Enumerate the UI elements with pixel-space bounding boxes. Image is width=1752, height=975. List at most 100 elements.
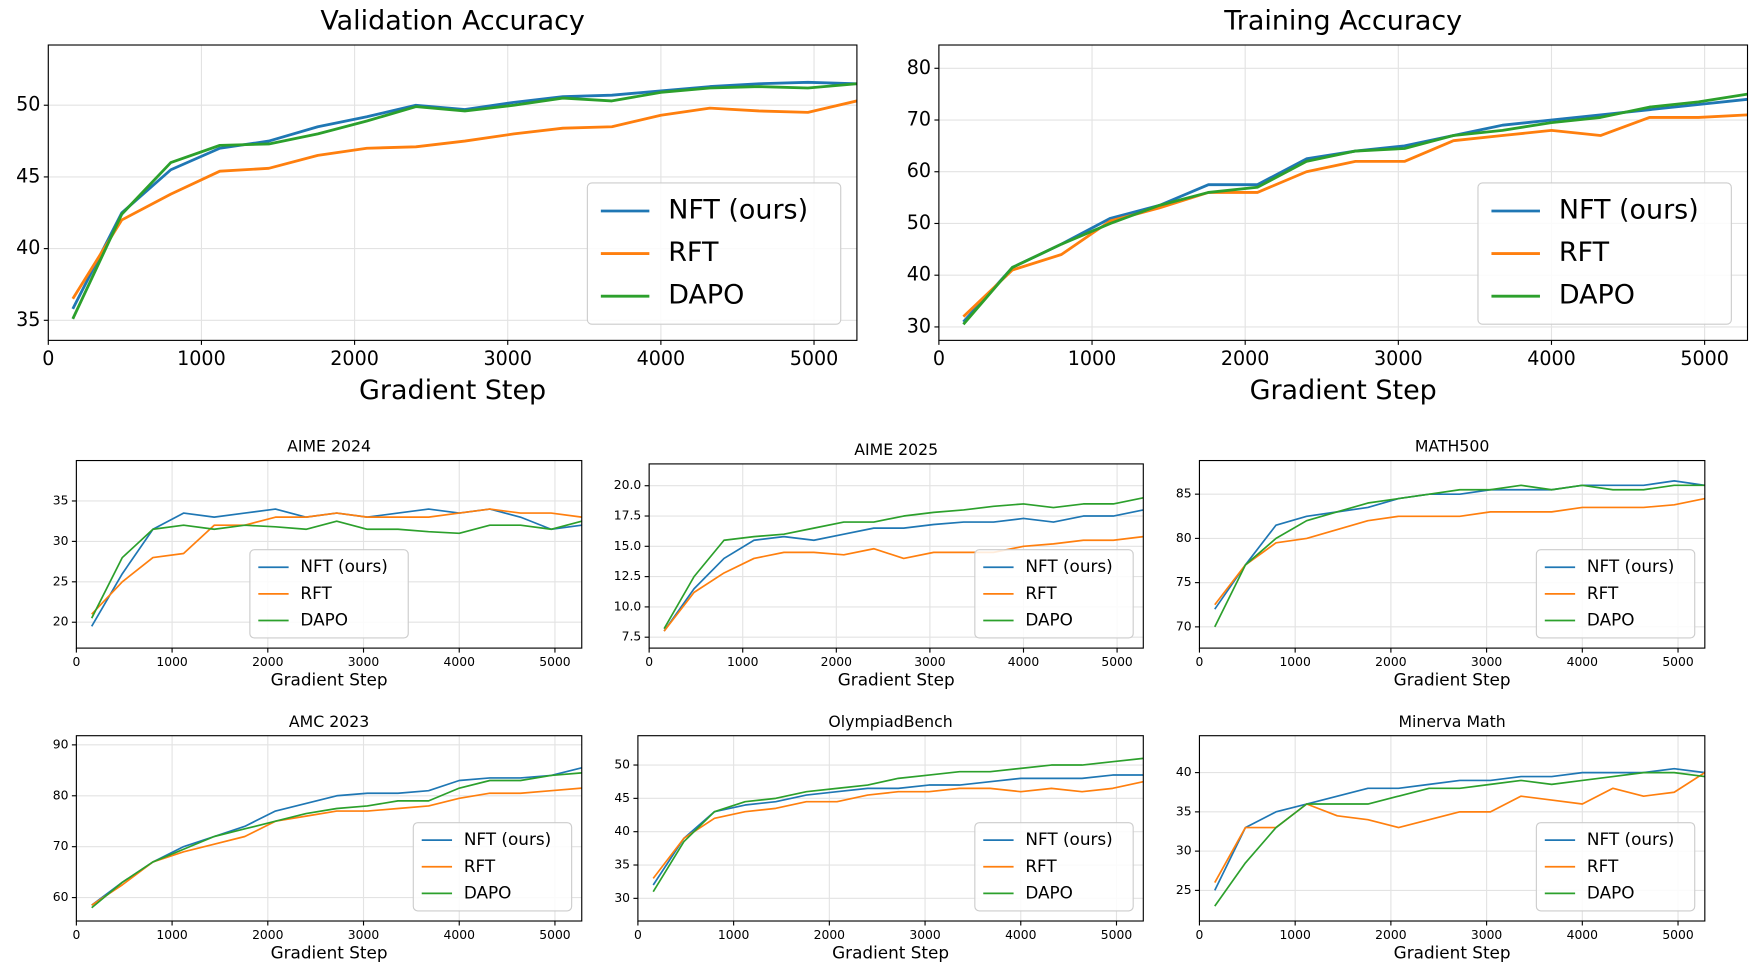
plot-frame xyxy=(1198,735,1706,922)
chart-title: Training Accuracy xyxy=(1223,6,1462,37)
legend-label: RFT xyxy=(1587,856,1619,876)
x-tick-label: 3000 xyxy=(1374,347,1423,370)
x-tick-label: 2000 xyxy=(252,655,284,669)
series-line xyxy=(663,497,1144,630)
series-line xyxy=(91,772,582,909)
y-tick-label: 60 xyxy=(907,159,931,182)
y-tick-label: 70 xyxy=(907,108,931,131)
y-tick-label: 75 xyxy=(1176,575,1192,589)
legend-label: RFT xyxy=(464,856,496,876)
x-tick-label: 4000 xyxy=(1567,928,1599,942)
y-tick-label: 30 xyxy=(1176,844,1192,858)
plot-frame xyxy=(637,735,1144,922)
legend-label: RFT xyxy=(1025,856,1057,876)
legend-label: NFT (ours) xyxy=(1025,556,1112,576)
x-tick-label: 0 xyxy=(634,928,642,942)
x-tick-label: 4000 xyxy=(1005,928,1037,942)
y-tick-label: 30 xyxy=(614,891,630,905)
legend-label: RFT xyxy=(668,237,719,268)
x-axis-label: Gradient Step xyxy=(1250,375,1437,406)
chart-title: AIME 2025 xyxy=(854,440,938,459)
x-tick-label: 3000 xyxy=(348,655,380,669)
legend-label: RFT xyxy=(1559,237,1610,268)
x-tick-label: 5000 xyxy=(1680,347,1729,370)
y-tick-label: 50 xyxy=(907,211,931,234)
x-tick-label: 0 xyxy=(72,928,80,942)
series-line xyxy=(1214,484,1705,628)
y-tick-label: 35 xyxy=(53,493,69,507)
y-tick-label: 40 xyxy=(907,263,931,286)
x-tick-label: 1000 xyxy=(1279,655,1311,669)
x-tick-label: 5000 xyxy=(1101,928,1133,942)
x-tick-label: 5000 xyxy=(539,655,571,669)
x-tick-label: 0 xyxy=(1196,928,1204,942)
x-tick-label: 1000 xyxy=(1068,347,1117,370)
x-tick-label: 5000 xyxy=(539,928,571,942)
x-tick-label: 0 xyxy=(645,655,653,669)
x-axis-label: Gradient Step xyxy=(271,670,388,690)
legend-label: DAPO xyxy=(1559,280,1635,311)
plot-frame xyxy=(1198,459,1706,649)
legend-label: RFT xyxy=(300,583,332,603)
legend-box xyxy=(249,549,409,639)
legend-label: DAPO xyxy=(1025,882,1073,902)
y-tick-label: 30 xyxy=(53,534,69,548)
y-tick-label: 60 xyxy=(53,890,69,904)
x-tick-label: 1000 xyxy=(156,655,188,669)
x-tick-label: 2000 xyxy=(1221,347,1270,370)
chart-title: Validation Accuracy xyxy=(320,6,585,37)
chart-title: AMC 2023 xyxy=(289,712,369,731)
y-tick-label: 10.0 xyxy=(614,599,642,613)
legend-box xyxy=(1535,822,1696,912)
chart-title: OlympiadBench xyxy=(828,712,952,731)
series-line xyxy=(71,80,857,310)
series-line xyxy=(652,774,1144,886)
legend-label: NFT (ours) xyxy=(300,556,387,576)
x-tick-label: 1000 xyxy=(718,928,750,942)
x-axis-label: Gradient Step xyxy=(271,942,388,962)
x-axis-label: Gradient Step xyxy=(1394,670,1511,690)
legend-label: RFT xyxy=(1587,583,1619,603)
y-tick-label: 40 xyxy=(16,236,40,259)
legend-label: NFT (ours) xyxy=(1025,829,1112,849)
series-line xyxy=(1214,771,1705,907)
plot-frame xyxy=(938,44,1749,341)
series-line xyxy=(962,113,1748,318)
x-tick-label: 3000 xyxy=(1471,655,1503,669)
y-tick-label: 80 xyxy=(1176,531,1192,545)
legend-label: DAPO xyxy=(1587,882,1635,902)
x-tick-label: 4000 xyxy=(1527,347,1576,370)
y-tick-label: 80 xyxy=(907,56,931,79)
y-tick-label: 70 xyxy=(1176,619,1192,633)
y-tick-label: 15.0 xyxy=(614,539,642,553)
x-axis-label: Gradient Step xyxy=(359,375,546,406)
series-line xyxy=(1214,767,1705,891)
x-tick-label: 2000 xyxy=(821,655,853,669)
y-tick-label: 20 xyxy=(53,615,69,629)
x-axis-label: Gradient Step xyxy=(838,670,955,690)
series-line xyxy=(663,509,1144,632)
plot-frame xyxy=(648,463,1144,649)
y-tick-label: 25 xyxy=(1176,883,1192,897)
x-tick-label: 5000 xyxy=(1662,655,1694,669)
series-line xyxy=(1214,497,1705,606)
y-tick-label: 50 xyxy=(614,758,630,772)
y-tick-label: 35 xyxy=(614,858,630,872)
legend-label: DAPO xyxy=(1587,609,1635,629)
series-line xyxy=(91,766,582,906)
chart-title: MATH500 xyxy=(1415,437,1490,456)
y-tick-label: 50 xyxy=(16,93,40,116)
y-tick-label: 35 xyxy=(1176,804,1192,818)
x-tick-label: 2000 xyxy=(252,928,284,942)
y-tick-label: 40 xyxy=(614,824,630,838)
series-line xyxy=(91,787,582,906)
y-tick-label: 7.5 xyxy=(622,630,642,644)
x-tick-label: 2000 xyxy=(814,928,846,942)
y-tick-label: 85 xyxy=(1176,487,1192,501)
chart-title: Minerva Math xyxy=(1398,712,1505,731)
x-tick-label: 3000 xyxy=(914,655,946,669)
x-tick-label: 4000 xyxy=(444,928,476,942)
x-tick-label: 3000 xyxy=(348,928,380,942)
y-tick-label: 45 xyxy=(16,164,40,187)
